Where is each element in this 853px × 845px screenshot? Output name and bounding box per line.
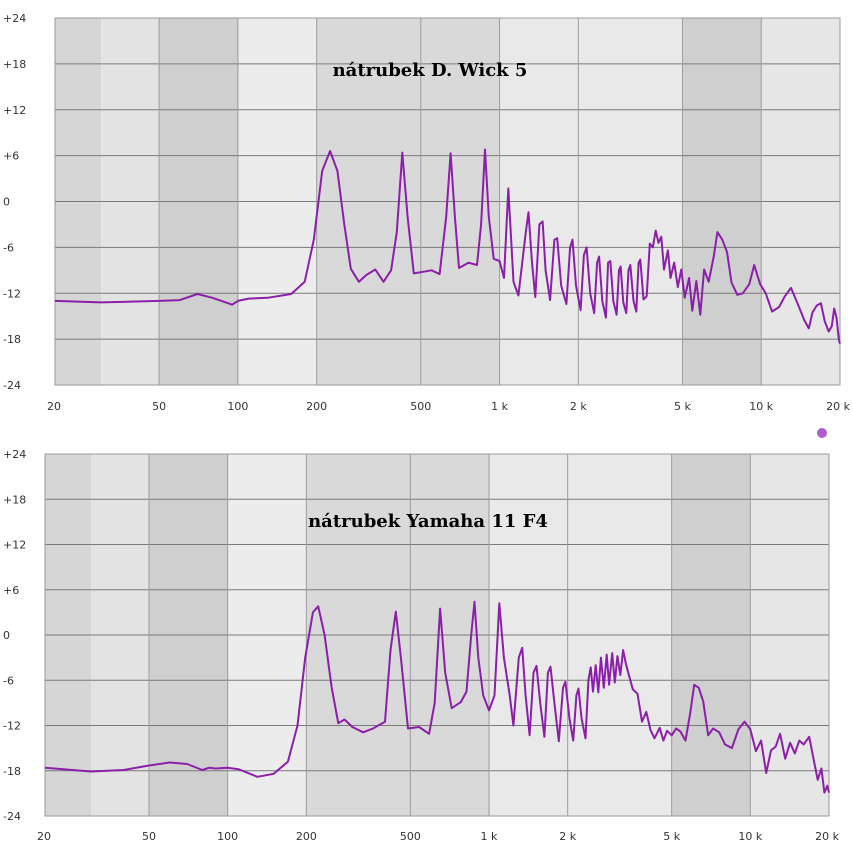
chart-panel-d-wick: +24 +18 +12 +6 0 -6 -12 -18 -24 20 50 100 200 500 1 k… — [0, 0, 853, 418]
x-tick-label: 50 — [142, 830, 156, 843]
x-tick-label: 1 k — [491, 400, 508, 413]
chart-title: nátrubek D. Wick 5 — [333, 60, 528, 81]
y-tick-label: -6 — [3, 241, 14, 254]
y-tick-label: +18 — [3, 493, 26, 506]
y-tick-label: -12 — [3, 287, 21, 300]
x-tick-label: 5 k — [663, 830, 680, 843]
y-tick-label: +6 — [3, 150, 19, 163]
x-tick-label: 200 — [296, 830, 317, 843]
chart-title: nátrubek Yamaha 11 F4 — [308, 511, 548, 532]
plot-frame — [44, 453, 830, 817]
x-tick-labels: 20 50 100 200 500 1 k 2 k 5 k 10 k 20 k — [37, 830, 840, 843]
x-tick-label: 2 k — [559, 830, 576, 843]
x-tick-labels: 20 50 100 200 500 1 k 2 k 5 k 10 k 20 k — [47, 400, 851, 413]
x-tick-label: 5 k — [674, 400, 691, 413]
marker-dot-icon — [817, 428, 827, 438]
response-curve — [44, 600, 830, 794]
y-tick-label: -12 — [3, 720, 21, 733]
x-tick-label: 2 k — [570, 400, 587, 413]
y-tick-label: -24 — [3, 379, 21, 392]
y-tick-label: +24 — [3, 448, 26, 461]
x-tick-label: 20 — [47, 400, 61, 413]
y-tick-label: +24 — [3, 12, 26, 25]
y-tick-label: +18 — [3, 58, 26, 71]
x-tick-label: 500 — [400, 830, 421, 843]
y-tick-label: +12 — [3, 104, 26, 117]
y-tick-label: +12 — [3, 539, 26, 552]
x-tick-label: 500 — [410, 400, 431, 413]
chart-panel-yamaha: +24 +18 +12 +6 0 -6 -12 -18 -24 20 50 100 200 500 1 k… — [3, 428, 840, 843]
y-tick-labels: +24 +18 +12 +6 0 -6 -12 -18 -24 — [3, 448, 26, 823]
x-tick-label: 10 k — [738, 830, 762, 843]
x-tick-label: 200 — [306, 400, 327, 413]
y-tick-label: -24 — [3, 810, 21, 823]
y-tick-label: 0 — [3, 629, 10, 642]
x-tick-label: 100 — [227, 400, 248, 413]
x-tick-label: 20 — [37, 830, 51, 843]
y-tick-label: -6 — [3, 674, 14, 687]
response-curve — [54, 148, 841, 344]
x-tick-label: 1 k — [481, 830, 498, 843]
x-tick-label: 20 k — [826, 400, 850, 413]
y-tick-labels: +24 +18 +12 +6 0 -6 -12 -18 -24 — [3, 12, 26, 392]
y-tick-label: +6 — [3, 584, 19, 597]
y-tick-label: -18 — [3, 765, 21, 778]
x-tick-label: 100 — [217, 830, 238, 843]
grid-lines — [54, 17, 841, 386]
x-tick-label: 20 k — [815, 830, 839, 843]
y-tick-label: -18 — [3, 333, 21, 346]
x-tick-label: 10 k — [749, 400, 773, 413]
x-tick-label: 50 — [152, 400, 166, 413]
plot-frame — [54, 17, 841, 386]
y-tick-label: 0 — [3, 196, 10, 209]
